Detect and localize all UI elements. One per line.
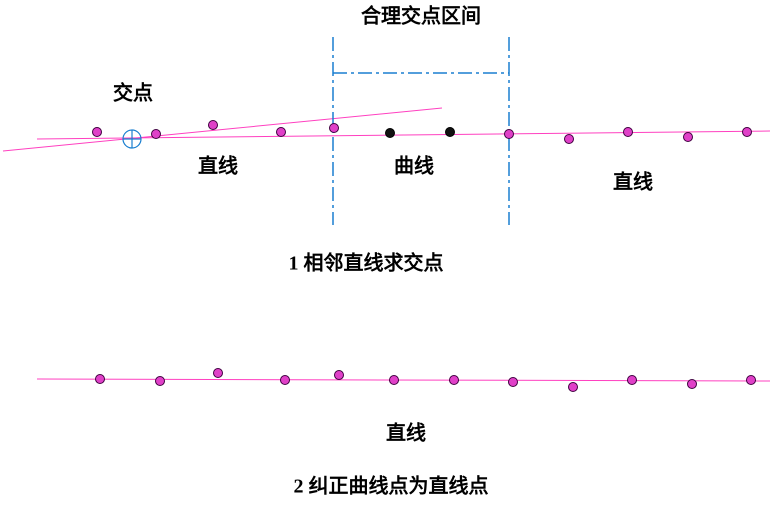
adjacent-line (2, 107, 443, 152)
straight-line (36, 378, 771, 382)
points (95, 368, 756, 392)
segment-label: 直线 (613, 170, 653, 194)
segment-label: 曲线 (394, 154, 434, 178)
intersection-label: 交点 (113, 81, 153, 105)
panel-1: 合理交点区间 交点 直线 曲线 直线 1 相邻直线求交点 (2, 4, 771, 275)
straight-line (36, 130, 771, 140)
intersection-marker (122, 129, 142, 149)
segment-label: 直线 (198, 154, 238, 178)
panel-2: 直线 2 纠正曲线点为直线点 (36, 368, 771, 498)
caption: 2 纠正曲线点为直线点 (294, 474, 489, 498)
caption: 1 相邻直线求交点 (289, 251, 444, 275)
interval-label: 合理交点区间 (361, 4, 481, 28)
points (92, 120, 752, 144)
segment-label: 直线 (386, 421, 426, 445)
